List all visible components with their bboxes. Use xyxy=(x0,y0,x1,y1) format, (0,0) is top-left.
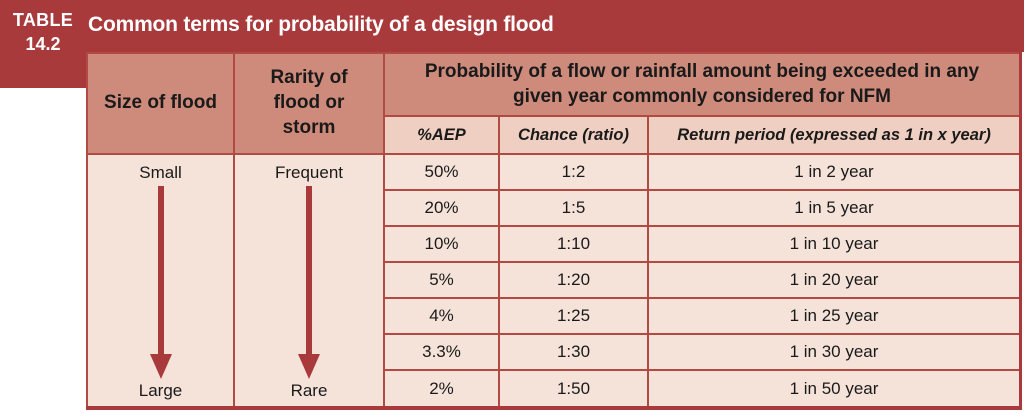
size-range: Small Large xyxy=(89,156,232,406)
table-row: 20% 1:5 1 in 5 year xyxy=(87,189,1022,228)
title-band xyxy=(0,0,1024,52)
header-return-period: Return period (expressed as 1 in x year) xyxy=(647,115,1022,155)
cell-return-period: 1 in 20 year xyxy=(647,261,1022,300)
rarity-rare-label: Rare xyxy=(290,381,328,400)
cell-aep: 3.3% xyxy=(383,333,500,372)
header-aep: %AEP xyxy=(383,115,500,155)
cell-aep: 5% xyxy=(383,261,500,300)
cell-aep: 2% xyxy=(383,369,500,409)
table-row: 5% 1:20 1 in 20 year xyxy=(87,261,1022,300)
arrow-head xyxy=(149,354,172,379)
cell-chance: 1:30 xyxy=(498,333,649,372)
size-large-label: Large xyxy=(138,381,183,400)
table-label-number: 14.2 xyxy=(25,34,61,54)
flood-probability-table: Size of flood Rarity of flood or storm P… xyxy=(86,52,1022,410)
table-number-box: TABLE 14.2 xyxy=(0,0,86,88)
cell-return-period: 1 in 50 year xyxy=(647,369,1022,409)
cell-return-period: 1 in 10 year xyxy=(647,225,1022,264)
page-title: Common terms for probability of a design… xyxy=(88,13,554,36)
header-row-sub: %AEP Chance (ratio) Return period (expre… xyxy=(87,115,1022,155)
size-small-label: Small xyxy=(139,163,182,182)
header-size-of-flood: Size of flood xyxy=(86,52,235,155)
rarity-range-cell: Frequent Rare xyxy=(233,153,385,409)
rarity-down-arrow-icon xyxy=(298,186,320,379)
cell-aep: 50% xyxy=(383,152,500,192)
cell-chance: 1:20 xyxy=(498,261,649,300)
rarity-range: Frequent Rare xyxy=(236,156,382,406)
cell-chance: 1:50 xyxy=(498,369,649,409)
rarity-frequent-label: Frequent xyxy=(274,163,344,182)
cell-chance: 1:10 xyxy=(498,225,649,264)
cell-aep: 10% xyxy=(383,225,500,264)
cell-return-period: 1 in 5 year xyxy=(647,189,1022,228)
cell-chance: 1:2 xyxy=(498,152,649,192)
header-rarity-of-flood: Rarity of flood or storm xyxy=(233,52,385,155)
cell-chance: 1:5 xyxy=(498,189,649,228)
cell-return-period: 1 in 2 year xyxy=(647,152,1022,192)
table-label-word: TABLE xyxy=(12,10,74,30)
size-down-arrow-icon xyxy=(149,186,172,379)
cell-aep: 20% xyxy=(383,189,500,228)
cell-return-period: 1 in 30 year xyxy=(647,333,1022,372)
arrow-shaft xyxy=(306,186,312,354)
arrow-head xyxy=(298,354,320,379)
header-row-top: Size of flood Rarity of flood or storm P… xyxy=(86,52,1022,155)
table-row: 4% 1:25 1 in 25 year xyxy=(87,297,1022,336)
table-body: Size of flood Rarity of flood or storm P… xyxy=(86,52,1022,409)
table-row: Small Large Frequent xyxy=(86,152,1022,409)
table-row: 2% 1:50 1 in 50 year xyxy=(87,369,1022,409)
table-row: 3.3% 1:30 1 in 30 year xyxy=(87,333,1022,372)
table-row: 10% 1:10 1 in 10 year xyxy=(87,225,1022,264)
arrow-shaft xyxy=(157,186,164,354)
cell-return-period: 1 in 25 year xyxy=(647,297,1022,336)
cell-chance: 1:25 xyxy=(498,297,649,336)
size-range-cell: Small Large xyxy=(86,153,235,409)
header-probability-span: Probability of a flow or rainfall amount… xyxy=(383,52,1022,117)
cell-aep: 4% xyxy=(383,297,500,336)
header-chance-ratio: Chance (ratio) xyxy=(498,115,649,155)
